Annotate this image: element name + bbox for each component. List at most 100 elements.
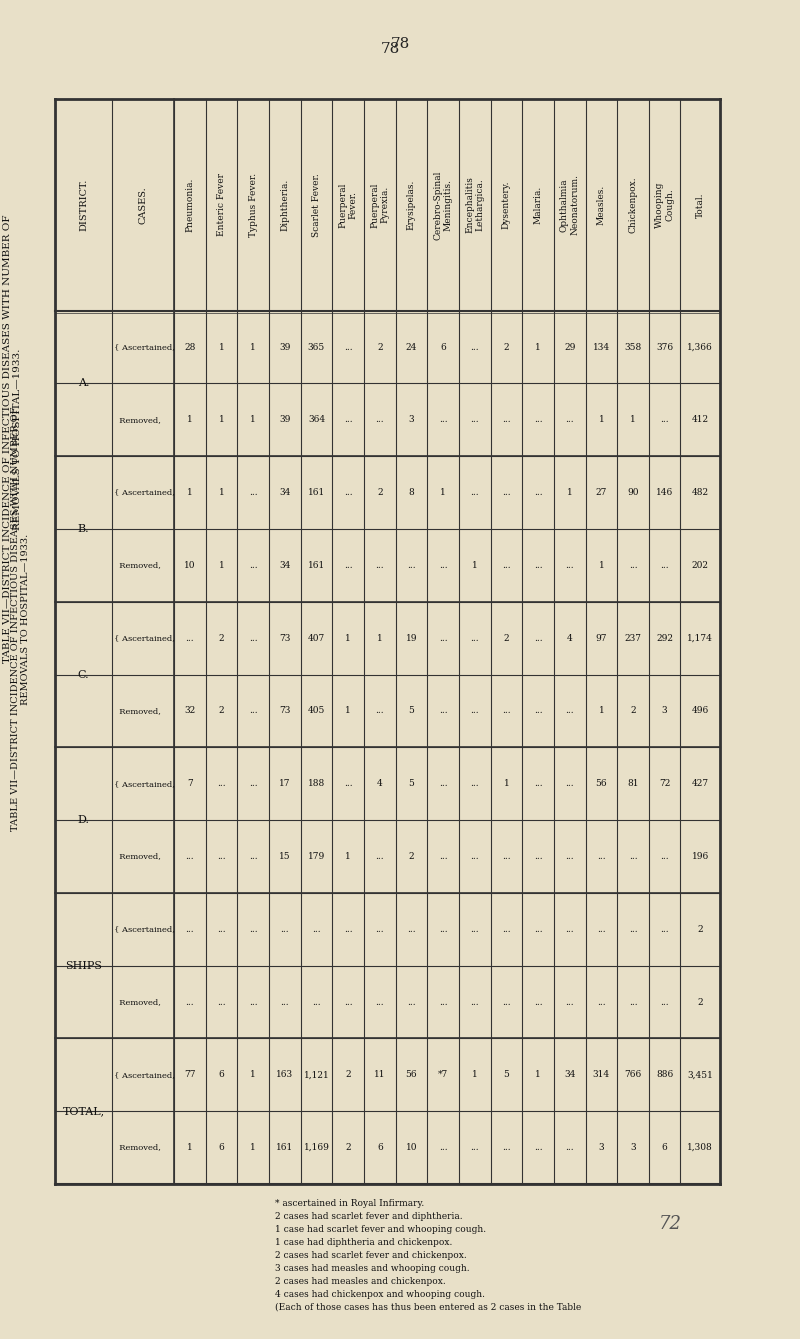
Text: 3,451: 3,451 — [687, 1070, 713, 1079]
Text: 4 cases had chickenpox and whooping cough.: 4 cases had chickenpox and whooping coug… — [275, 1289, 486, 1299]
Text: 3: 3 — [662, 707, 667, 715]
Text: ...: ... — [281, 925, 289, 933]
Text: 1: 1 — [377, 633, 382, 643]
Text: 1: 1 — [346, 707, 351, 715]
Text: 237: 237 — [625, 633, 642, 643]
Text: ...: ... — [438, 561, 447, 570]
Text: 34: 34 — [279, 561, 290, 570]
Text: 1: 1 — [440, 489, 446, 497]
Text: 1: 1 — [187, 415, 193, 424]
Text: ...: ... — [566, 998, 574, 1007]
Text: Removed,: Removed, — [114, 561, 161, 569]
Text: ...: ... — [344, 998, 353, 1007]
Text: Removed,: Removed, — [114, 707, 161, 715]
Text: 1: 1 — [567, 489, 573, 497]
Text: 496: 496 — [692, 707, 709, 715]
Text: ...: ... — [502, 489, 510, 497]
Text: 32: 32 — [184, 707, 195, 715]
Text: ...: ... — [281, 998, 289, 1007]
Text: ...: ... — [534, 415, 542, 424]
Text: ...: ... — [470, 633, 479, 643]
Text: 73: 73 — [279, 707, 290, 715]
Text: ...: ... — [502, 707, 510, 715]
Text: { Ascertained,: { Ascertained, — [114, 925, 174, 933]
Text: 179: 179 — [308, 852, 325, 861]
Text: ...: ... — [470, 1144, 479, 1152]
Text: 2: 2 — [503, 633, 510, 643]
Text: 78: 78 — [390, 37, 410, 51]
Text: C.: C. — [78, 670, 90, 680]
Text: 1: 1 — [250, 1144, 256, 1152]
Text: Ophthalmia
Neonatorum.: Ophthalmia Neonatorum. — [560, 174, 579, 236]
Text: 1,121: 1,121 — [304, 1070, 330, 1079]
Text: 8: 8 — [409, 489, 414, 497]
Text: 2 cases had scarlet fever and diphtheria.: 2 cases had scarlet fever and diphtheria… — [275, 1212, 463, 1221]
Text: 146: 146 — [656, 489, 674, 497]
Text: ...: ... — [249, 633, 258, 643]
Text: Typhus Fever.: Typhus Fever. — [249, 173, 258, 237]
Text: ...: ... — [249, 779, 258, 789]
Text: Diphtheria.: Diphtheria. — [280, 178, 290, 232]
Text: 97: 97 — [595, 633, 607, 643]
Text: 1,174: 1,174 — [687, 633, 713, 643]
Text: 292: 292 — [656, 633, 673, 643]
Text: 2: 2 — [630, 707, 636, 715]
Text: 407: 407 — [308, 633, 325, 643]
Text: 73: 73 — [279, 633, 290, 643]
Text: Puerperal
Pyrexia.: Puerperal Pyrexia. — [370, 182, 390, 228]
Text: ...: ... — [534, 779, 542, 789]
Text: Pneumonia.: Pneumonia. — [186, 178, 194, 232]
Text: ...: ... — [502, 1144, 510, 1152]
Text: 6: 6 — [377, 1144, 382, 1152]
Text: 412: 412 — [692, 415, 709, 424]
Text: ...: ... — [186, 925, 194, 933]
Text: 6: 6 — [440, 343, 446, 352]
Text: ...: ... — [502, 852, 510, 861]
Text: Malaria.: Malaria. — [534, 186, 542, 224]
Text: 5: 5 — [503, 1070, 510, 1079]
Text: ...: ... — [249, 489, 258, 497]
Text: 39: 39 — [279, 415, 290, 424]
Text: ...: ... — [375, 852, 384, 861]
Text: ...: ... — [438, 415, 447, 424]
Text: ...: ... — [566, 925, 574, 933]
Text: 1: 1 — [535, 1070, 541, 1079]
Text: 1: 1 — [346, 852, 351, 861]
Text: 6: 6 — [218, 1144, 225, 1152]
Text: ...: ... — [375, 415, 384, 424]
Text: ...: ... — [438, 1144, 447, 1152]
Text: 5: 5 — [409, 707, 414, 715]
Text: 196: 196 — [692, 852, 709, 861]
Text: 163: 163 — [276, 1070, 294, 1079]
Text: ...: ... — [534, 633, 542, 643]
Text: ...: ... — [629, 561, 638, 570]
Text: ...: ... — [407, 925, 416, 933]
Text: 27: 27 — [596, 489, 607, 497]
Text: ...: ... — [438, 779, 447, 789]
Text: 28: 28 — [184, 343, 195, 352]
Text: ...: ... — [218, 779, 226, 789]
Text: 1: 1 — [346, 633, 351, 643]
Text: 2: 2 — [218, 633, 224, 643]
Text: 2 cases had measles and chickenpox.: 2 cases had measles and chickenpox. — [275, 1277, 446, 1285]
Text: ...: ... — [502, 925, 510, 933]
Text: ...: ... — [470, 852, 479, 861]
Text: 2: 2 — [377, 343, 382, 352]
Text: 10: 10 — [406, 1144, 417, 1152]
Text: ...: ... — [438, 925, 447, 933]
Text: ...: ... — [660, 561, 669, 570]
Text: Whooping
Cough.: Whooping Cough. — [655, 182, 674, 228]
Text: ...: ... — [186, 998, 194, 1007]
Text: ...: ... — [470, 998, 479, 1007]
Text: 1: 1 — [250, 1070, 256, 1079]
Text: Encephalitis
Lethargica.: Encephalitis Lethargica. — [465, 177, 485, 233]
Text: 161: 161 — [308, 489, 325, 497]
Text: 2: 2 — [218, 707, 224, 715]
Text: Removed,: Removed, — [114, 416, 161, 424]
Text: 90: 90 — [627, 489, 638, 497]
Text: 365: 365 — [308, 343, 325, 352]
Text: 15: 15 — [279, 852, 290, 861]
Text: 2: 2 — [346, 1070, 351, 1079]
Text: 1: 1 — [250, 343, 256, 352]
Text: Removed,: Removed, — [114, 1144, 161, 1152]
